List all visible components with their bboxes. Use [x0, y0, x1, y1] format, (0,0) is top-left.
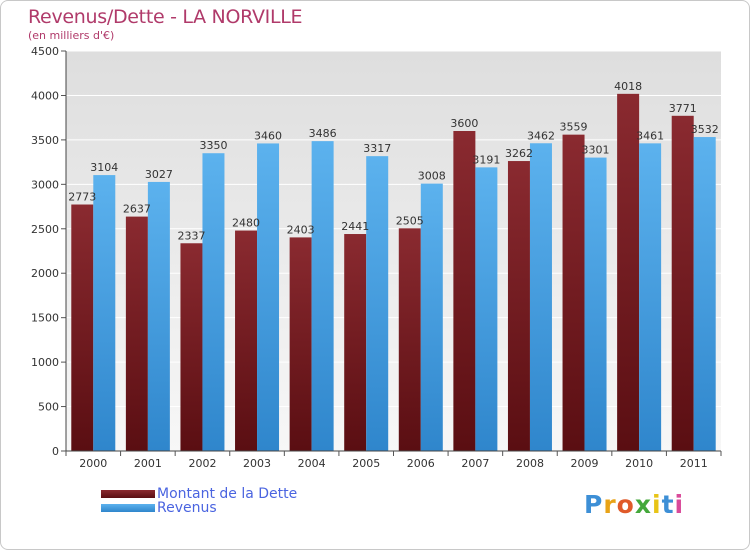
y-tick-label: 1000 [31, 356, 59, 369]
x-tick-label: 2009 [571, 457, 599, 470]
data-label: 3532 [691, 123, 719, 136]
x-tick-label: 2003 [243, 457, 271, 470]
debt-bar [507, 161, 530, 452]
revenue-bar [311, 141, 334, 451]
x-tick-label: 2005 [352, 457, 380, 470]
data-label: 3104 [90, 161, 118, 174]
chart-title: Revenus/Dette - LA NORVILLE [28, 6, 303, 28]
y-tick-label: 3000 [31, 178, 59, 191]
revenue-bar [93, 175, 116, 452]
legend-item-revenue: Revenus [101, 500, 297, 516]
revenue-bar [257, 143, 280, 451]
plot-area [66, 51, 721, 451]
legend: Montant de la Dette Revenus [101, 486, 298, 516]
debt-bar [180, 243, 203, 451]
data-label: 3191 [472, 153, 500, 166]
data-label: 3462 [527, 129, 555, 142]
y-tick-label: 2500 [31, 223, 59, 236]
x-tick-label: 2008 [516, 457, 544, 470]
data-label: 2337 [177, 229, 205, 242]
y-tick-label: 500 [38, 401, 59, 414]
x-tick-label: 2004 [298, 457, 326, 470]
x-tick-label: 2011 [680, 457, 708, 470]
debt-bar [235, 230, 258, 451]
x-tick-label: 2010 [625, 457, 653, 470]
debt-bar [671, 115, 694, 452]
y-tick-label: 3500 [31, 134, 59, 147]
x-tick-label: 2006 [407, 457, 435, 470]
revenue-bar [202, 153, 225, 451]
y-tick-label: 2000 [31, 267, 59, 280]
data-label: 4018 [614, 80, 642, 93]
revenue-bar [147, 181, 170, 451]
debt-bar [398, 228, 421, 451]
data-label: 3317 [363, 142, 391, 155]
data-label: 2480 [232, 217, 260, 230]
data-label: 3027 [145, 168, 173, 181]
debt-bar [453, 131, 476, 451]
chart-subtitle: (en milliers d'€) [28, 29, 115, 42]
x-tick-label: 2002 [188, 457, 216, 470]
revenue-bar [529, 143, 552, 451]
proxiti-logo: Proxiti [584, 490, 685, 519]
legend-label-revenue: Revenus [157, 500, 217, 516]
data-label: 3461 [636, 129, 664, 142]
y-tick-label: 1500 [31, 312, 59, 325]
debt-bar [289, 237, 312, 451]
data-label: 2637 [123, 203, 151, 216]
revenue-bar [366, 156, 389, 451]
legend-swatch-revenue [101, 504, 155, 512]
debt-bar [617, 93, 640, 451]
x-tick-label: 2000 [79, 457, 107, 470]
data-label: 3008 [418, 170, 446, 183]
revenue-bar [639, 143, 662, 451]
legend-label-debt: Montant de la Dette [157, 486, 298, 502]
data-label: 2773 [68, 191, 96, 204]
debt-bar [71, 204, 94, 451]
x-tick-label: 2001 [134, 457, 162, 470]
data-label: 3600 [450, 117, 478, 130]
data-label: 2403 [287, 223, 315, 236]
data-label: 3771 [669, 102, 697, 115]
y-tick-label: 4000 [31, 89, 59, 102]
y-tick-label: 0 [52, 445, 59, 458]
revenue-bar [475, 167, 498, 451]
data-label: 2441 [341, 220, 369, 233]
data-label: 2505 [396, 214, 424, 227]
legend-swatch-debt [101, 490, 155, 498]
legend-item-debt: Montant de la Dette [101, 486, 298, 502]
debt-bar [562, 134, 585, 451]
y-tick-label: 4500 [31, 45, 59, 58]
revenue-bar [584, 157, 607, 452]
data-label: 3301 [582, 144, 610, 157]
x-tick-label: 2007 [461, 457, 489, 470]
data-label: 3262 [505, 147, 533, 160]
data-label: 3559 [560, 121, 588, 134]
data-label: 3460 [254, 129, 282, 142]
revenue-bar [693, 137, 716, 452]
data-label: 3486 [309, 127, 337, 140]
data-label: 3350 [199, 139, 227, 152]
debt-bar [125, 216, 148, 451]
debt-bar [344, 234, 367, 451]
revenue-bar [420, 183, 443, 451]
